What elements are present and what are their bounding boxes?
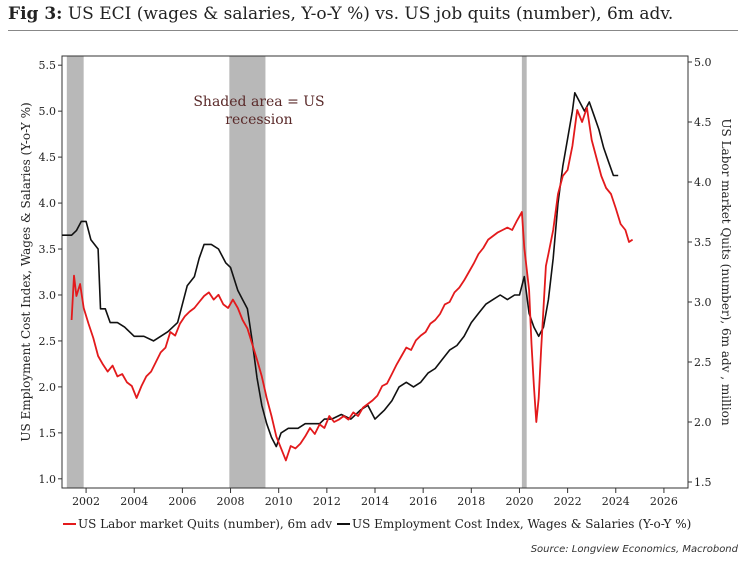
left-y-axis-ticks: 1.0 1.5 2.0 2.5 3.0 3.5 4.0 4.5 5.0 5.5 — [39, 59, 62, 486]
left-axis-title: US Employment Cost Index, Wages & Salari… — [19, 102, 33, 441]
left-y-tick-label: 3.5 — [39, 243, 57, 256]
right-y-tick-label: 5.0 — [694, 56, 712, 69]
figure-title: US ECI (wages & salaries, Y-o-Y %) vs. U… — [67, 4, 674, 24]
x-tick-label: 2014 — [361, 495, 389, 508]
right-y-tick-label: 3.0 — [694, 296, 712, 309]
right-y-tick-label: 4.5 — [694, 116, 712, 129]
recession-band — [521, 56, 527, 488]
quits-line — [70, 106, 634, 462]
left-y-tick-label: 4.0 — [39, 197, 57, 210]
chart-title: Fig 3: US ECI (wages & salaries, Y-o-Y %… — [8, 4, 673, 24]
right-y-axis-ticks: 1.5 2.0 2.5 3.0 3.5 4.0 4.5 5.0 — [688, 56, 712, 489]
right-y-tick-label: 2.0 — [694, 416, 712, 429]
x-tick-label: 2020 — [505, 495, 533, 508]
x-tick-label: 2026 — [650, 495, 678, 508]
x-axis-ticks: 2002 2004 2006 2008 2010 2012 2014 2016 2018 2020… — [72, 488, 678, 508]
right-y-tick-label: 3.5 — [694, 236, 712, 249]
eci-wages-line — [62, 92, 619, 448]
left-y-tick-label: 4.5 — [39, 151, 57, 164]
plot-frame — [61, 55, 689, 489]
right-y-tick-label: 1.5 — [694, 476, 712, 489]
recession-shading-layer — [66, 56, 527, 488]
figure-label: Fig 3: — [8, 4, 63, 24]
recession-band — [66, 56, 84, 488]
x-tick-label: 2008 — [217, 495, 245, 508]
x-tick-label: 2006 — [168, 495, 196, 508]
right-axis-title: US Labor market Quits (number), 6m adv ,… — [719, 118, 733, 425]
left-y-tick-label: 2.5 — [39, 335, 57, 348]
legend-label-eci: US Employment Cost Index, Wages & Salari… — [352, 517, 691, 531]
title-divider — [8, 30, 738, 31]
left-y-tick-label: 5.0 — [39, 105, 57, 118]
x-tick-label: 2024 — [602, 495, 630, 508]
x-tick-label: 2018 — [457, 495, 485, 508]
left-y-tick-label: 1.0 — [39, 473, 57, 486]
recession-band — [229, 56, 266, 488]
x-tick-label: 2016 — [409, 495, 437, 508]
x-tick-label: 2010 — [265, 495, 293, 508]
right-y-tick-label: 4.0 — [694, 176, 712, 189]
left-y-tick-label: 1.5 — [39, 427, 57, 440]
x-tick-label: 2022 — [554, 495, 582, 508]
left-y-tick-label: 2.0 — [39, 381, 57, 394]
x-tick-label: 2004 — [120, 495, 148, 508]
left-y-tick-label: 5.5 — [39, 59, 57, 72]
x-tick-label: 2002 — [72, 495, 100, 508]
recession-annotation-line-1: Shaded area = US — [193, 94, 324, 110]
left-y-tick-label: 3.0 — [39, 289, 57, 302]
recession-annotation-line-2: recession — [225, 112, 292, 128]
source-note: Source: Longview Economics, Macrobond — [531, 544, 739, 555]
right-y-tick-label: 2.5 — [694, 356, 712, 369]
x-tick-label: 2012 — [313, 495, 341, 508]
legend: US Labor market Quits (number), 6m adv U… — [63, 517, 691, 531]
legend-label-quits: US Labor market Quits (number), 6m adv — [78, 517, 332, 531]
